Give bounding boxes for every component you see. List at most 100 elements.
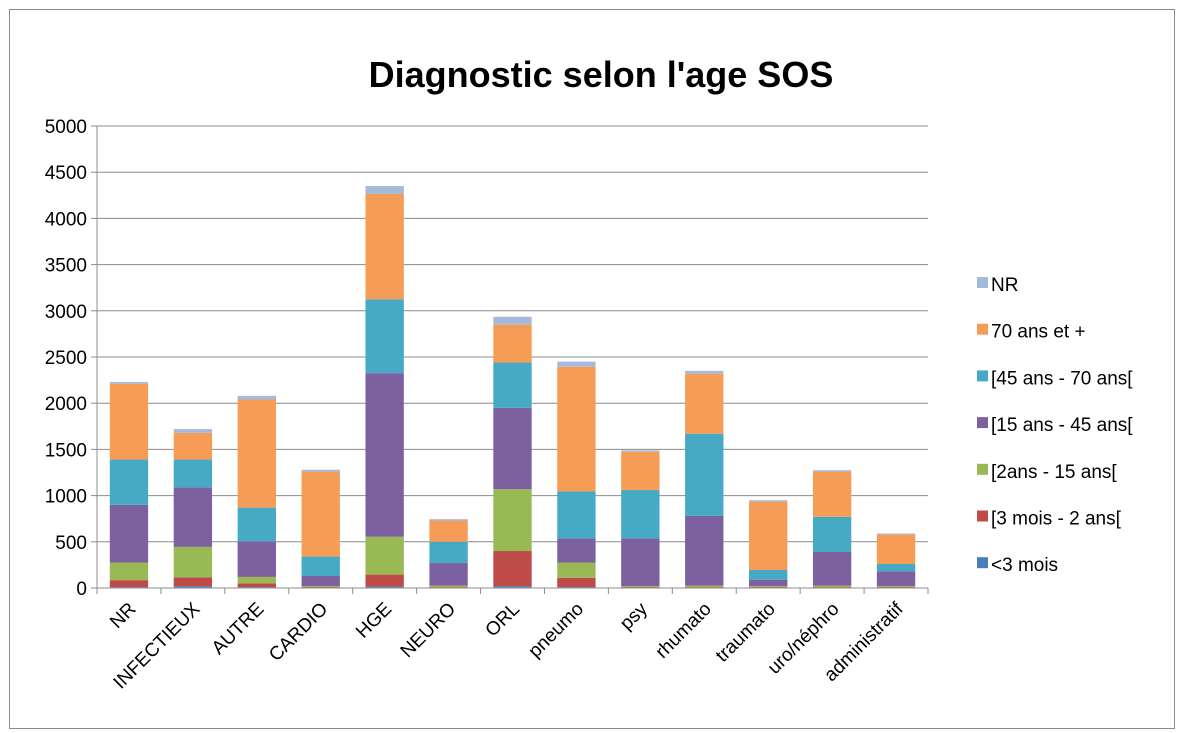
bar-segment — [365, 536, 404, 575]
legend-label: [45 ans - 70 ans[ — [991, 368, 1133, 389]
bar-segment — [109, 562, 149, 581]
bar-segment — [429, 563, 468, 586]
x-tick-label: NEURO — [397, 599, 460, 662]
bar-segment — [557, 361, 596, 367]
y-tick-label: 1500 — [45, 440, 87, 461]
legend-label: [3 mois - 2 ans[ — [991, 509, 1122, 530]
bar-segment — [109, 580, 149, 588]
bar-segment — [173, 432, 213, 460]
bars — [109, 186, 916, 588]
legend-swatch — [977, 463, 988, 475]
bar-segment — [429, 520, 468, 542]
y-tick-label: 4500 — [45, 163, 87, 184]
bar-segment — [429, 519, 468, 521]
legend-swatch — [977, 417, 988, 429]
bar-segment — [237, 576, 276, 584]
x-tick-label: traumato — [712, 599, 780, 667]
bar-segment — [685, 585, 724, 588]
bar-segment — [365, 299, 404, 374]
y-tick-label: 2000 — [45, 394, 87, 415]
bar-segment — [173, 429, 213, 433]
bar-segment — [429, 541, 468, 564]
legend-label: <3 mois — [991, 555, 1058, 576]
legend-label: [2ans - 15 ans[ — [991, 462, 1117, 483]
legend-label: 70 ans et + — [991, 322, 1086, 343]
bar-segment — [876, 534, 916, 564]
bar-segment — [749, 501, 788, 570]
y-tick-label: 3000 — [45, 302, 87, 323]
bar-segment — [301, 586, 340, 588]
bar-segment — [557, 538, 596, 563]
bar-segment — [173, 586, 213, 588]
bar-segment — [557, 577, 596, 588]
bar-segment — [557, 562, 596, 578]
bar-segment — [876, 563, 916, 572]
bar-segment — [301, 469, 340, 472]
bar-segment — [685, 370, 724, 374]
chart-title: Diagnostic selon l'age SOS — [369, 54, 834, 95]
bar-segment — [365, 193, 404, 300]
gridlines — [97, 125, 928, 543]
bar-segment — [109, 504, 149, 563]
bar-segment — [557, 366, 596, 492]
legend-swatch — [977, 323, 988, 335]
x-tick-label: ORL — [482, 599, 524, 641]
bar-segment — [621, 451, 660, 491]
bar-segment — [812, 585, 852, 588]
y-tick-label: 500 — [55, 533, 87, 554]
bar-segment — [237, 583, 276, 588]
bar-segment — [749, 569, 788, 580]
y-tick-label: 2500 — [45, 348, 87, 369]
x-tick-label: AUTRE — [208, 599, 268, 659]
bar-segment — [749, 586, 788, 588]
bar-segment — [301, 575, 340, 587]
bar-segment — [237, 399, 276, 508]
bar-segment — [749, 579, 788, 587]
bar-segment — [812, 551, 852, 586]
bar-segment — [493, 362, 532, 408]
bar-segment — [812, 471, 852, 517]
bar-segment — [109, 381, 149, 384]
legend-label: NR — [991, 275, 1018, 296]
bar-segment — [876, 533, 916, 535]
bar-segment — [493, 489, 532, 552]
bar-segment — [301, 471, 340, 557]
bar-segment — [109, 459, 149, 505]
legend-swatch — [977, 370, 988, 382]
legend-swatch — [977, 277, 988, 288]
legend-swatch — [977, 510, 988, 522]
bar-segment — [173, 546, 213, 578]
bar-segment — [365, 574, 404, 587]
bar-segment — [109, 383, 149, 460]
bar-segment — [685, 373, 724, 434]
x-tick-label: NR — [106, 599, 140, 633]
x-tick-label: CARDIO — [265, 599, 332, 666]
legend: NR 70 ans et + [45 ans - 70 ans[ [15 ans - … — [977, 275, 1133, 576]
bar-segment — [237, 395, 276, 400]
y-tick-label: 5000 — [45, 117, 87, 138]
x-tick-label: pneumo — [525, 599, 588, 662]
y-tick-labels: 0 500 1000 1500 2000 2500 3000 3500 4000 4500 5000 — [45, 117, 87, 600]
bar-segment — [621, 450, 660, 452]
bar-segment — [237, 507, 276, 542]
bar-segment — [685, 515, 724, 586]
x-tick-label: psy — [616, 598, 652, 634]
bar-segment — [365, 373, 404, 537]
bar-segment — [557, 491, 596, 539]
bar-segment — [621, 586, 660, 588]
legend-label: [15 ans - 45 ans[ — [991, 415, 1133, 436]
bar-segment — [173, 577, 213, 587]
y-tick-label: 0 — [76, 579, 87, 600]
bar-segment — [621, 538, 660, 587]
bar-segment — [812, 516, 852, 552]
axes — [91, 125, 929, 594]
y-tick-label: 4000 — [45, 209, 87, 230]
bar-segment — [876, 586, 916, 588]
bar-segment — [621, 490, 660, 539]
bar-segment — [493, 586, 532, 588]
bar-segment — [493, 407, 532, 490]
bar-segment — [173, 487, 213, 547]
bar-segment — [429, 585, 468, 588]
